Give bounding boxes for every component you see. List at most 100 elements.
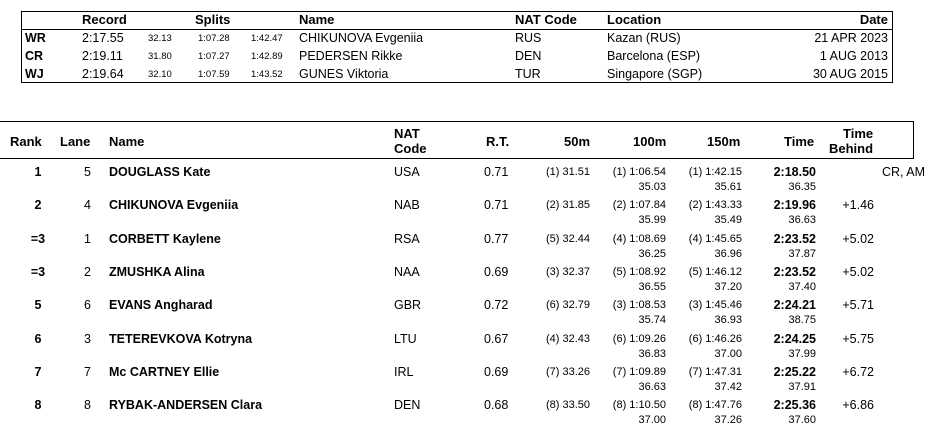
final-time: 2:25.36 [773,398,816,413]
result-row: =3 2 ZMUSHKA Alina NAA 0.69 (3) 32.37 (5) 1:08… [0,265,932,298]
split-50m: (5) 32.44 [545,232,590,245]
record-location: Kazan (RUS) [607,31,681,45]
lane: 1 [84,231,91,246]
final-time: 2:25.22 [773,364,816,379]
split-100m: (4) 1:08.69 [612,232,666,245]
time-behind: +6.86 [842,398,874,413]
rank: 1 [34,165,42,179]
final-lap: 37.60 [788,414,816,427]
time-behind: +6.72 [842,364,874,379]
header-rt: R.T. [486,134,510,149]
split-150m-lap: 35.61 [714,181,742,193]
athlete-name: Mc CARTNEY Ellie [109,364,220,379]
records-header: Record Splits Name NAT Code Location Dat… [22,12,892,30]
record-split-150: 1:42.47 [251,33,283,44]
record-split-100: 1:07.28 [198,33,230,44]
header-lane: Lane [60,134,91,149]
final-lap: 37.87 [788,247,816,260]
final-lap: 37.91 [788,380,816,393]
lane: 7 [84,364,91,379]
reaction-time: 0.69 [484,364,509,379]
header-time-behind-2: Behind [829,141,874,156]
rank: 5 [34,298,42,313]
header-time-behind-1: Time [843,126,874,141]
record-note: CR, AM [882,165,926,179]
split-50m: (1) 31.51 [545,166,590,178]
split-150m-lap: 36.93 [714,314,742,327]
header-date: Date [859,12,888,27]
split-100m: (8) 1:10.50 [612,399,666,412]
split-50m: (4) 32.43 [545,332,590,345]
reaction-time: 0.67 [484,331,509,346]
split-100m-lap: 35.99 [638,214,666,227]
final-time: 2:19.96 [773,198,816,213]
split-150m: (7) 1:47.31 [688,365,742,378]
record-row: CR 2:19.11 31.80 1:07.27 1:42.89 PEDERSEN Rik… [22,48,892,66]
header-code: Code [394,141,427,156]
nat-code: IRL [394,364,414,379]
final-time: 2:24.25 [773,331,816,346]
record-split-50: 31.80 [148,51,172,62]
nat-code: NAB [394,198,420,213]
header-record: Record [82,12,127,27]
header-name: Name [109,134,145,149]
final-time: 2:18.50 [773,165,816,179]
reaction-time: 0.72 [484,298,509,313]
athlete-name: EVANS Angharad [109,298,213,313]
nat-code: LTU [394,331,417,346]
final-lap: 37.40 [788,280,816,293]
split-150m-lap: 35.49 [714,214,742,227]
header-100m: 100m [633,134,667,149]
nat-code: GBR [394,298,422,313]
split-100m-lap: 35.74 [638,314,666,327]
lane: 2 [84,264,91,279]
record-holder-name: GUNES Viktoria [299,67,389,81]
time-behind: +5.71 [842,298,874,313]
header-rank: Rank [10,134,42,149]
record-split-50: 32.13 [148,33,172,44]
athlete-name: TETEREVKOVA Kotryna [109,331,253,346]
split-100m: (3) 1:08.53 [612,299,666,312]
result-row: 1 5 DOUGLASS Kate USA 0.71 (1) 31.51 (1) 1:06.… [0,165,932,198]
rank: =3 [30,264,46,279]
results-header: Rank Lane Name NAT Code R.T. 50m 100m 15… [0,121,914,159]
split-100m: (2) 1:07.84 [612,199,666,212]
athlete-name: ZMUSHKA Alina [109,264,205,279]
split-100m-lap: 35.03 [638,181,666,193]
result-row: 2 4 CHIKUNOVA Evgeniia NAB 0.71 (2) 31.85 (2) … [0,198,932,231]
split-150m-lap: 37.00 [714,347,742,360]
split-100m: (1) 1:06.54 [612,166,666,178]
reaction-time: 0.77 [484,231,509,246]
split-150m-lap: 37.20 [714,280,742,293]
split-100m-lap: 37.00 [638,414,666,427]
time-behind: +1.46 [842,198,874,213]
split-50m: (2) 31.85 [545,199,590,212]
header-location: Location [607,12,662,27]
time-behind: +5.02 [842,231,874,246]
split-50m: (3) 32.37 [545,265,590,278]
record-row: WR 2:17.55 32.13 1:07.28 1:42.47 CHIKUNOVA Ev… [22,30,892,48]
records-table: Record Splits Name NAT Code Location Dat… [21,11,893,83]
header-nat-code: NAT Code [515,12,577,27]
record-split-150: 1:43.52 [251,69,283,80]
record-time: 2:19.64 [82,67,124,81]
split-150m: (2) 1:43.33 [688,199,742,212]
record-split-100: 1:07.59 [198,69,230,80]
header-splits: Splits [195,12,231,27]
record-code: CR [25,49,44,63]
record-date: 21 APR 2023 [814,31,888,45]
record-split-50: 32.10 [148,69,172,80]
reaction-time: 0.71 [484,198,509,213]
result-row: 8 8 RYBAK-ANDERSEN Clara DEN 0.68 (8) 33.50 (8… [0,398,932,431]
split-100m-lap: 36.55 [638,280,666,293]
split-150m: (8) 1:47.76 [688,399,742,412]
athlete-name: CORBETT Kaylene [109,231,221,246]
record-row: WJ 2:19.64 32.10 1:07.59 1:43.52 GUNES Viktor… [22,66,892,84]
split-100m-lap: 36.63 [638,380,666,393]
record-location: Barcelona (ESP) [607,49,701,63]
record-time: 2:19.11 [82,49,123,63]
rank: =3 [30,231,46,246]
header-time: Time [784,134,815,149]
lane: 3 [84,331,91,346]
split-150m-lap: 37.42 [714,380,742,393]
